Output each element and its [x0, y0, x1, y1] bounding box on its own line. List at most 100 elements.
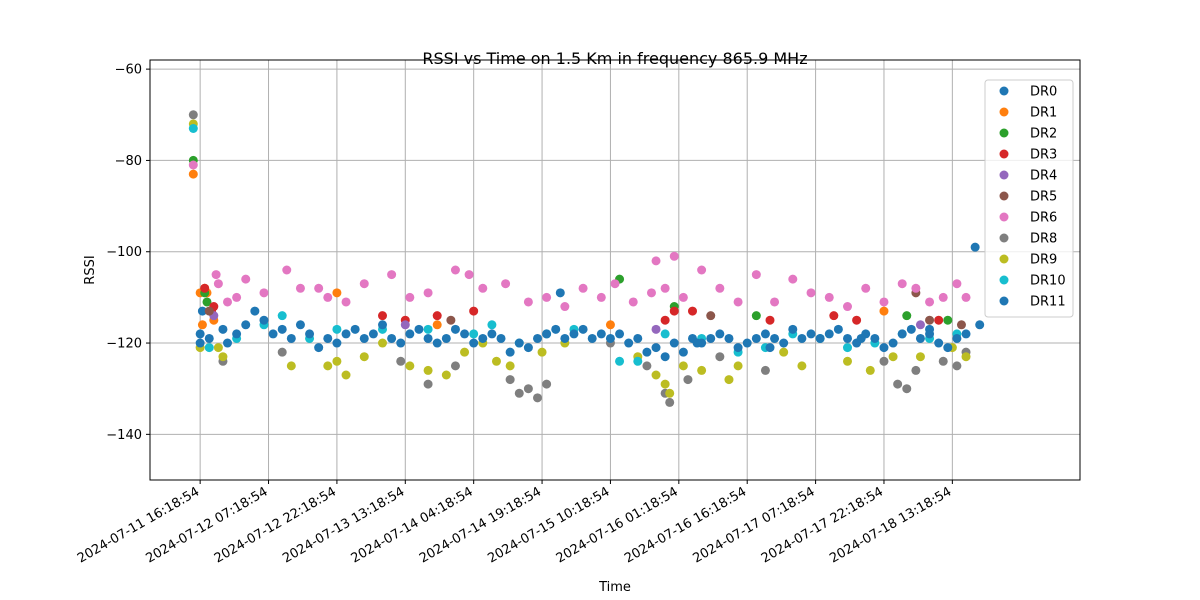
legend-marker [999, 275, 1009, 285]
data-point-dr8 [938, 356, 948, 366]
legend-marker [999, 128, 1009, 138]
data-point-dr11 [605, 333, 615, 343]
data-point-dr6 [646, 288, 656, 298]
legend-label: DR9 [1030, 253, 1057, 268]
data-point-dr6 [669, 251, 679, 261]
data-point-dr3 [852, 315, 862, 325]
data-point-dr11 [669, 338, 679, 348]
data-point-dr11 [223, 338, 232, 348]
x-tick-label: 2024-07-11 16:18:54 [75, 484, 202, 566]
data-point-dr11 [505, 347, 515, 357]
data-point-dr11 [241, 320, 251, 330]
chart-title: RSSI vs Time on 1.5 Km in frequency 865.… [422, 49, 807, 68]
data-point-dr6 [715, 283, 725, 293]
data-point-dr9 [323, 361, 333, 371]
data-point-dr6 [843, 302, 852, 312]
data-point-dr11 [250, 306, 260, 316]
data-point-dr6 [223, 297, 232, 307]
data-point-dr11 [555, 288, 565, 298]
data-point-dr8 [902, 384, 912, 394]
data-point-dr11 [724, 333, 734, 343]
data-point-dr11 [779, 338, 789, 348]
data-point-dr11 [533, 333, 542, 343]
data-point-dr8 [879, 356, 889, 366]
data-point-dr11 [441, 333, 451, 343]
data-point-dr9 [505, 361, 515, 371]
data-point-dr1 [197, 320, 207, 330]
data-point-dr5 [956, 320, 966, 330]
data-point-dr6 [628, 297, 638, 307]
data-point-dr11 [915, 333, 925, 343]
y-tick-label: −60 [115, 63, 142, 78]
data-point-dr11 [542, 329, 552, 339]
data-point-dr11 [961, 329, 971, 339]
legend-label: DR2 [1030, 127, 1057, 142]
legend-marker [999, 107, 1009, 117]
data-point-dr11 [204, 333, 214, 343]
data-point-dr11 [596, 329, 606, 339]
data-point-dr11 [806, 329, 816, 339]
data-point-dr9 [961, 352, 971, 362]
data-point-dr6 [213, 279, 223, 289]
data-point-dr6 [678, 292, 688, 302]
data-point-dr8 [277, 347, 287, 357]
data-point-dr11 [514, 338, 524, 348]
data-point-dr10 [615, 356, 625, 366]
data-point-dr9 [865, 365, 875, 375]
data-point-dr8 [911, 365, 921, 375]
legend-label: DR4 [1030, 169, 1057, 184]
data-point-dr9 [733, 361, 743, 371]
data-point-dr6 [751, 270, 761, 280]
data-point-dr9 [378, 338, 387, 348]
legend-marker [999, 254, 1009, 264]
data-point-dr11 [692, 338, 702, 348]
data-point-dr6 [897, 279, 907, 289]
data-point-dr6 [560, 302, 570, 312]
data-point-dr5 [925, 315, 935, 325]
data-point-dr11 [432, 338, 442, 348]
data-point-dr6 [697, 265, 707, 275]
data-point-dr9 [660, 379, 670, 389]
data-point-dr6 [423, 288, 433, 298]
data-point-dr6 [961, 292, 971, 302]
data-point-dr11 [314, 343, 324, 353]
data-point-dr11 [770, 333, 780, 343]
data-point-dr9 [843, 356, 852, 366]
data-point-dr11 [797, 333, 807, 343]
data-point-dr9 [218, 352, 228, 362]
data-point-dr11 [268, 329, 278, 339]
data-point-dr10 [332, 324, 342, 334]
data-point-dr6 [282, 265, 292, 275]
data-point-dr11 [651, 343, 661, 353]
data-point-dr9 [359, 352, 369, 362]
data-point-dr6 [925, 297, 935, 307]
data-point-dr11 [259, 315, 269, 325]
data-point-dr9 [491, 356, 501, 366]
data-point-dr6 [359, 279, 369, 289]
data-point-dr11 [642, 347, 652, 357]
legend-label: DR6 [1030, 211, 1057, 226]
data-point-dr11 [359, 333, 369, 343]
data-point-dr10 [188, 123, 198, 133]
data-point-dr6 [578, 283, 588, 293]
x-tick-label: 2024-07-16 16:18:54 [622, 484, 749, 566]
data-point-dr6 [879, 297, 889, 307]
data-point-dr11 [218, 324, 228, 334]
x-tick-label: 2024-07-18 13:18:54 [827, 484, 954, 566]
grid-lines [150, 60, 1080, 480]
data-point-dr4 [915, 320, 925, 330]
data-point-dr6 [232, 292, 242, 302]
data-point-dr11 [678, 347, 688, 357]
data-point-dr11 [578, 324, 588, 334]
data-point-dr6 [596, 292, 606, 302]
data-point-dr6 [542, 292, 552, 302]
x-tick-label: 2024-07-14 04:18:54 [349, 484, 476, 566]
data-point-dr11 [706, 333, 716, 343]
data-point-dr3 [829, 311, 839, 321]
data-point-dr10 [277, 311, 287, 321]
data-point-dr9 [460, 347, 470, 357]
data-point-dr9 [651, 370, 661, 380]
data-point-dr11 [232, 329, 242, 339]
data-point-dr8 [533, 393, 542, 403]
legend-label: DR10 [1030, 274, 1066, 289]
